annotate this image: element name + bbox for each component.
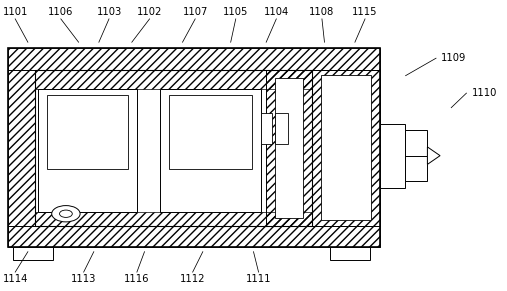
Text: 1109: 1109 — [441, 53, 466, 63]
Text: 1115: 1115 — [352, 7, 378, 17]
Bar — [35, 212, 312, 226]
Text: 1108: 1108 — [309, 7, 335, 17]
Bar — [275, 113, 288, 144]
Bar — [13, 247, 53, 260]
Bar — [321, 75, 371, 220]
Bar — [47, 95, 128, 169]
Bar — [261, 113, 272, 144]
Text: 1102: 1102 — [137, 7, 162, 17]
Text: 1106: 1106 — [48, 7, 74, 17]
Text: 1116: 1116 — [124, 274, 150, 284]
Bar — [35, 70, 312, 89]
Bar — [35, 70, 312, 226]
Circle shape — [59, 210, 73, 217]
Polygon shape — [427, 147, 440, 164]
Bar — [405, 130, 427, 181]
Text: 1112: 1112 — [180, 274, 205, 284]
Bar — [35, 70, 312, 226]
Bar — [38, 89, 137, 212]
Text: 1105: 1105 — [223, 7, 248, 17]
Bar — [330, 247, 370, 260]
Text: 1113: 1113 — [71, 274, 96, 284]
Bar — [160, 89, 261, 212]
Text: 1104: 1104 — [264, 7, 289, 17]
Bar — [8, 48, 380, 247]
Bar — [380, 124, 405, 187]
Bar — [266, 70, 312, 226]
Bar — [8, 226, 380, 247]
Text: 1101: 1101 — [3, 7, 28, 17]
Circle shape — [52, 205, 80, 222]
Text: 1107: 1107 — [183, 7, 208, 17]
Bar — [8, 48, 380, 70]
Text: 1110: 1110 — [472, 88, 497, 98]
Bar — [8, 70, 35, 226]
Text: 1114: 1114 — [3, 274, 28, 284]
Text: 1111: 1111 — [246, 274, 271, 284]
Bar — [169, 95, 252, 169]
Text: 1103: 1103 — [96, 7, 122, 17]
Bar — [275, 78, 303, 218]
Bar — [312, 70, 380, 226]
